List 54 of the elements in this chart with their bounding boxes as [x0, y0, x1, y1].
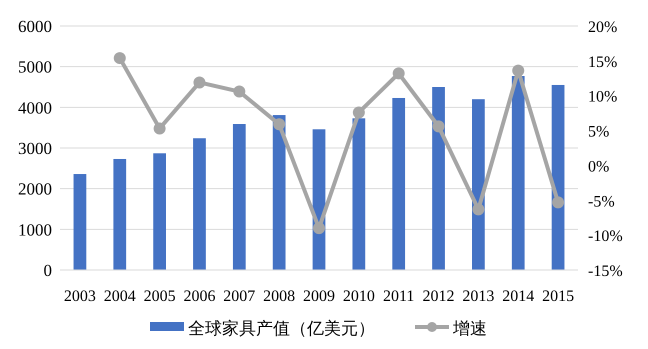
point — [154, 122, 166, 134]
point — [313, 222, 325, 234]
point — [552, 196, 564, 208]
bar — [552, 84, 564, 270]
x-tick-label: 2013 — [462, 288, 494, 305]
bar — [392, 98, 406, 270]
point — [512, 64, 524, 77]
bar — [232, 124, 246, 270]
point — [233, 86, 246, 98]
y2-tick-label: -10% — [588, 228, 623, 246]
bar — [193, 138, 206, 270]
y-tick-label: 6000 — [18, 17, 52, 36]
legend-label: 全球家具产值（亿美元） — [188, 319, 375, 338]
point — [352, 106, 365, 118]
point — [273, 118, 286, 130]
y2-tick-label: -15% — [588, 263, 623, 280]
x-tick-label: 2005 — [144, 288, 176, 305]
x-tick-label: 2003 — [64, 288, 96, 305]
point — [472, 203, 484, 216]
bar — [74, 174, 86, 270]
y-tick-label: 1000 — [18, 220, 52, 240]
bar — [512, 76, 525, 270]
bar — [153, 153, 166, 270]
x-tick-label: 2004 — [104, 288, 136, 305]
point — [193, 76, 206, 88]
x-tick-label: 2011 — [382, 288, 414, 305]
y-tick-label: 5000 — [18, 58, 52, 77]
y-tick-label: 0 — [44, 261, 52, 280]
legend-label: 增速 — [452, 319, 487, 338]
bar — [472, 99, 485, 270]
y2-tick-label: 10% — [588, 88, 618, 106]
x-tick-label: 2014 — [502, 288, 534, 305]
x-tick-label: 2015 — [542, 288, 574, 305]
bar — [272, 115, 286, 270]
point — [392, 67, 405, 80]
bar — [113, 158, 126, 270]
x-tick-label: 2006 — [183, 288, 216, 305]
y2-tick-label: 20% — [588, 19, 618, 36]
y2-tick-label: -5% — [588, 193, 615, 210]
y-tick-label: 2000 — [18, 180, 52, 199]
y2-tick-label: 0% — [588, 158, 610, 176]
x-tick-label: 2010 — [342, 288, 375, 305]
bar — [352, 118, 366, 270]
x-tick-label: 2009 — [303, 288, 335, 305]
x-tick-label: 2012 — [422, 288, 455, 305]
point — [432, 120, 445, 132]
x-tick-label: 2008 — [263, 288, 296, 305]
x-tick-label: 2007 — [223, 288, 256, 305]
point — [114, 52, 126, 64]
y-tick-label: 3000 — [18, 139, 52, 158]
y2-tick-label: 5% — [588, 124, 610, 141]
bar — [432, 87, 445, 270]
y2-tick-label: 15% — [588, 54, 618, 71]
y-tick-label: 4000 — [18, 98, 52, 118]
